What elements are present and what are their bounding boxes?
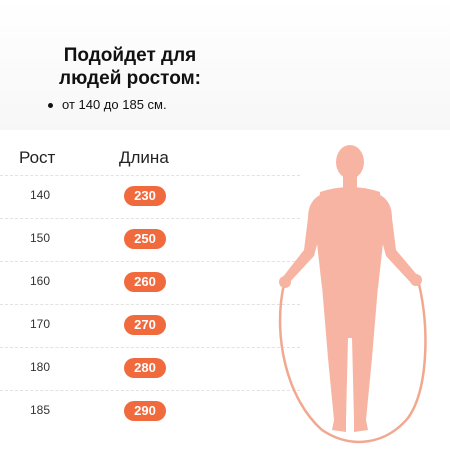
size-table: 140 230 150 250 160 260 170 270 180 280 … bbox=[0, 175, 300, 433]
person-body bbox=[279, 145, 422, 432]
row-height: 170 bbox=[30, 317, 51, 331]
suitable-height-info: Подойдет для людей ростом: от 140 до 185… bbox=[40, 44, 260, 112]
info-title-line-1: Подойдет для bbox=[63, 45, 197, 66]
row-height: 185 bbox=[30, 403, 51, 417]
table-row: 180 280 bbox=[0, 347, 300, 390]
row-length-badge: 250 bbox=[124, 229, 166, 249]
person-with-jump-rope-icon bbox=[278, 145, 427, 444]
row-length-badge: 260 bbox=[124, 272, 166, 292]
height-range-bullet: от 140 до 185 см. bbox=[40, 97, 260, 112]
row-height: 140 bbox=[30, 188, 51, 202]
info-title: Подойдет для людей ростом: bbox=[40, 44, 220, 90]
table-row: 170 270 bbox=[0, 304, 300, 347]
table-row: 150 250 bbox=[0, 218, 300, 261]
row-height: 180 bbox=[30, 360, 51, 374]
column-header-height: Рост bbox=[19, 148, 56, 167]
column-header-length: Длина bbox=[119, 148, 169, 167]
row-height: 160 bbox=[30, 274, 51, 288]
table-row: 160 260 bbox=[0, 261, 300, 304]
row-height: 150 bbox=[30, 231, 51, 245]
row-length-badge: 270 bbox=[124, 315, 166, 335]
table-row: 140 230 bbox=[0, 175, 300, 218]
row-length-badge: 280 bbox=[124, 358, 166, 378]
table-row: 185 290 bbox=[0, 390, 300, 433]
row-length-badge: 230 bbox=[124, 186, 166, 206]
info-title-line-2: людей ростом: bbox=[59, 68, 201, 89]
row-length-badge: 290 bbox=[124, 401, 166, 421]
header-background bbox=[0, 0, 450, 130]
jump-rope bbox=[278, 279, 427, 444]
